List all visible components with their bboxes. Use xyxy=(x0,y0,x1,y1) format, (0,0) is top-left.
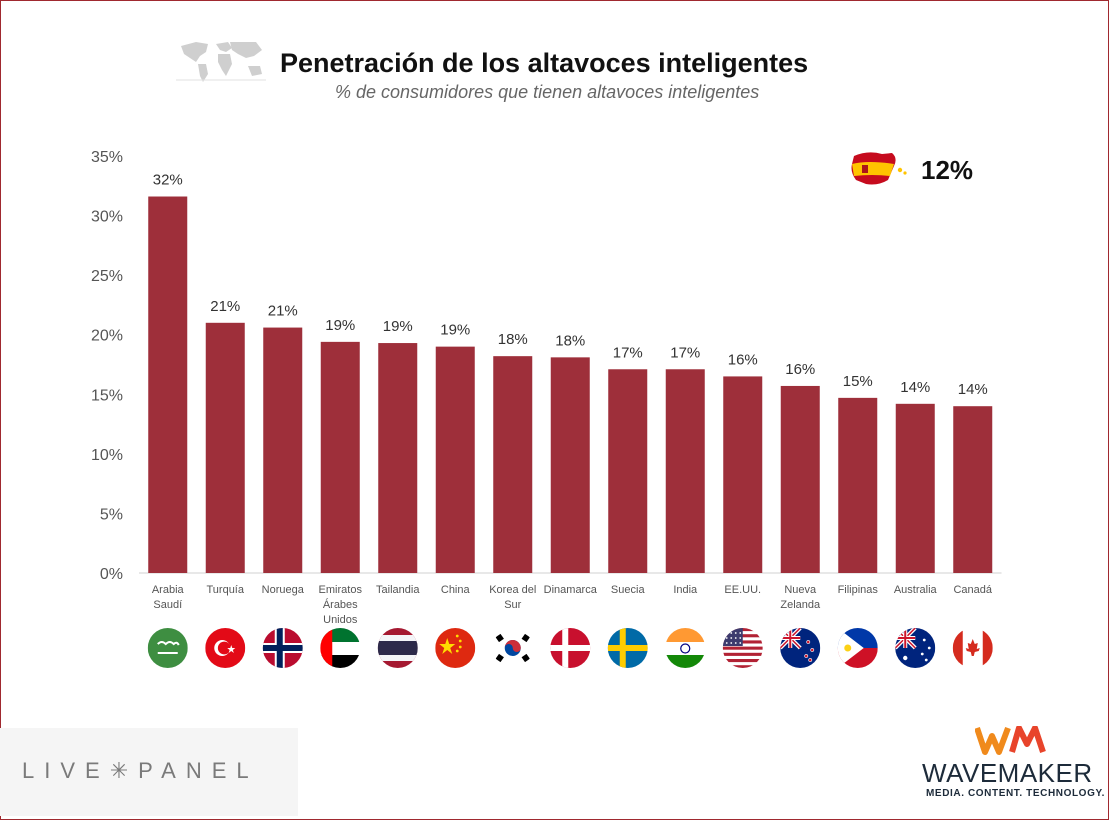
bar xyxy=(838,397,878,573)
sweden-flag-icon xyxy=(607,628,648,668)
category-label: Korea del xyxy=(489,584,536,596)
category-label: Tailandia xyxy=(376,584,420,596)
uae-flag-icon xyxy=(320,628,361,668)
wavemaker-tagline: MEDIA. CONTENT. TECHNOLOGY. xyxy=(926,788,1105,799)
thailand-flag-icon xyxy=(377,628,418,668)
bar xyxy=(320,341,360,573)
new-zealand-flag-icon xyxy=(780,628,821,668)
bar xyxy=(493,356,533,573)
bar xyxy=(895,403,935,573)
spain-value: 12% xyxy=(921,155,974,185)
bar xyxy=(953,406,993,573)
spain-flag-icon xyxy=(851,152,907,185)
category-label: Turquía xyxy=(206,584,244,596)
bar xyxy=(148,196,188,573)
data-label: 21% xyxy=(210,298,240,315)
category-label: Arabia xyxy=(152,584,185,596)
category-label: Australia xyxy=(894,584,938,596)
philippines-flag-icon xyxy=(837,628,878,668)
data-label: 18% xyxy=(555,332,585,349)
category-labels: Arabia Saudí Turquía Noruega Emiratos Árabes U… xyxy=(152,584,993,626)
category-label: Árabes xyxy=(323,598,358,611)
chart-title: Penetración de los altavoces inteligente… xyxy=(280,48,809,78)
y-tick-label: 15% xyxy=(91,387,123,404)
y-tick-label: 5% xyxy=(100,506,123,523)
bar xyxy=(665,369,705,573)
data-label: 19% xyxy=(383,318,413,335)
category-label: EE.UU. xyxy=(724,584,761,596)
australia-flag-icon xyxy=(895,628,936,668)
category-label: Saudí xyxy=(153,599,182,611)
bar xyxy=(205,322,245,573)
bar xyxy=(550,357,590,573)
data-label: 17% xyxy=(613,344,643,361)
wavemaker-name: WAVEMAKER xyxy=(922,758,1093,788)
y-tick-label: 30% xyxy=(91,209,123,226)
livepanel-logo-area xyxy=(0,728,298,816)
bar xyxy=(723,376,763,573)
data-label: 21% xyxy=(268,303,298,320)
data-label: 14% xyxy=(900,379,930,396)
bar xyxy=(780,385,820,573)
saudi-arabia-flag-icon xyxy=(147,628,188,668)
y-tick-label: 0% xyxy=(100,566,123,583)
norway-flag-icon xyxy=(262,628,303,668)
bar xyxy=(263,327,303,573)
category-label: Nueva xyxy=(784,584,817,596)
bar xyxy=(608,369,648,573)
data-label: 17% xyxy=(670,344,700,361)
category-label: Noruega xyxy=(262,584,305,596)
category-label: Dinamarca xyxy=(544,584,598,596)
bar xyxy=(378,343,418,573)
bar-chart: 0% 5% 10% 15% 20% 25% 30% 35% 32% 21% 21% 19% 19% 19… xyxy=(91,149,1002,668)
india-flag-icon xyxy=(665,628,706,668)
livepanel-logo: LIVE✳PANEL xyxy=(22,758,259,783)
denmark-flag-icon xyxy=(550,628,591,668)
y-tick-label: 25% xyxy=(91,268,123,285)
data-label: 14% xyxy=(958,381,988,398)
category-label: China xyxy=(441,584,471,596)
y-axis: 0% 5% 10% 15% 20% 25% 30% 35% xyxy=(91,149,123,583)
world-map-icon xyxy=(176,36,266,84)
wavemaker-wm-icon xyxy=(975,726,1046,755)
bars xyxy=(148,196,993,573)
data-label: 32% xyxy=(153,172,183,189)
category-label: India xyxy=(673,584,698,596)
data-label: 16% xyxy=(728,351,758,368)
data-label: 18% xyxy=(498,331,528,348)
category-label: Canadá xyxy=(953,584,992,596)
category-label: Sur xyxy=(504,599,521,611)
chart-subtitle: % de consumidores que tienen altavoces i… xyxy=(335,82,760,102)
data-label: 15% xyxy=(843,373,873,390)
south-korea-flag-icon xyxy=(492,628,533,668)
category-label: Emiratos xyxy=(319,584,363,596)
data-label: 19% xyxy=(325,317,355,334)
y-tick-label: 10% xyxy=(91,447,123,464)
bar xyxy=(435,346,475,573)
data-labels: 32% 21% 21% 19% 19% 19% 18% 18% 17% 17% 16% 16% 15% 1… xyxy=(153,172,988,399)
category-label: Unidos xyxy=(323,614,358,626)
flag-icons xyxy=(147,628,993,668)
turkey-flag-icon xyxy=(205,628,246,668)
y-tick-label: 35% xyxy=(91,149,123,166)
y-tick-label: 20% xyxy=(91,328,123,345)
data-label: 19% xyxy=(440,322,470,339)
canada-flag-icon xyxy=(952,628,993,668)
category-label: Filipinas xyxy=(838,584,879,596)
usa-flag-icon xyxy=(722,628,763,668)
category-label: Suecia xyxy=(611,584,646,596)
category-label: Zelanda xyxy=(780,599,821,611)
data-label: 16% xyxy=(785,361,815,378)
china-flag-icon xyxy=(435,628,476,668)
